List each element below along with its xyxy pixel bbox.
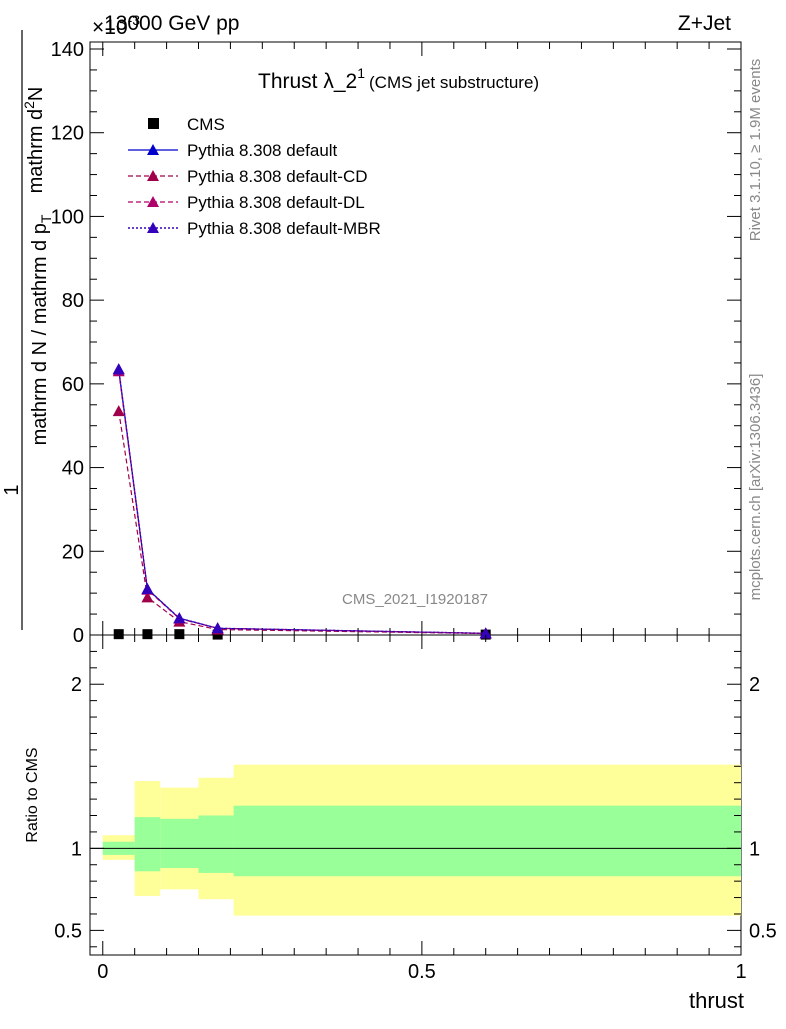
ratio-ytick-label: 2 bbox=[71, 674, 82, 696]
cms-point bbox=[174, 629, 185, 640]
series-point-4 bbox=[141, 582, 154, 594]
series-point-2 bbox=[112, 405, 125, 417]
series-point-4 bbox=[211, 622, 224, 634]
plot-title: Thrust λ_21 (CMS jet substructure) bbox=[258, 65, 539, 93]
ratio-ytick-label-right: 0.5 bbox=[749, 920, 777, 942]
main-ytick-label: 140 bbox=[51, 39, 84, 61]
series-point-4 bbox=[173, 612, 186, 624]
band-inner bbox=[160, 818, 199, 869]
cms-point bbox=[113, 629, 124, 640]
exponent-label: ×10-3 bbox=[92, 12, 140, 39]
cms-point bbox=[212, 629, 223, 640]
main-y-axis-label: 1 mathrm d N / mathrm d pT mathrm d2N bbox=[1, 30, 54, 630]
header-left: 13000 GeV pp bbox=[104, 12, 239, 35]
ylabel-num: 1 bbox=[1, 484, 23, 495]
ratio-ytick-label: 0.5 bbox=[54, 920, 82, 942]
ylabel-den: mathrm d N / mathrm d pT bbox=[29, 214, 54, 445]
legend-label: Pythia 8.308 default-DL bbox=[187, 193, 365, 212]
main-ytick-label: 80 bbox=[62, 290, 84, 312]
legend-marker bbox=[147, 170, 159, 181]
xtick-label: 1 bbox=[735, 961, 746, 983]
legend-marker bbox=[147, 196, 159, 207]
series-point-4 bbox=[112, 363, 125, 375]
band-inner bbox=[233, 805, 741, 877]
series-point-4 bbox=[479, 627, 492, 639]
legend-marker bbox=[147, 144, 159, 155]
xtick-label: 0 bbox=[97, 961, 108, 983]
x-axis-label: thrust bbox=[689, 988, 744, 1013]
legend: CMS Pythia 8.308 default Pythia 8.308 defa… bbox=[128, 115, 381, 238]
legend-marker bbox=[147, 222, 159, 233]
band-inner bbox=[134, 817, 161, 872]
ratio-ytick-label-right: 1 bbox=[749, 838, 760, 860]
series-point-2 bbox=[141, 591, 154, 603]
header-right: Z+Jet bbox=[678, 12, 731, 35]
watermark: CMS_2021_I1920187 bbox=[342, 591, 488, 608]
mcplots-label: mcplots.cern.ch [arXiv:1306.3436] bbox=[747, 374, 764, 601]
band-inner bbox=[198, 815, 234, 873]
legend-label: Pythia 8.308 default-CD bbox=[187, 167, 368, 186]
ratio-ytick-label: 1 bbox=[71, 838, 82, 860]
cms-point bbox=[142, 629, 153, 640]
main-ytick-label: 100 bbox=[51, 206, 84, 228]
ratio-ytick-label-right: 2 bbox=[749, 674, 760, 696]
rivet-label: Rivet 3.1.10, ≥ 1.9M events bbox=[747, 59, 764, 242]
main-ytick-label: 40 bbox=[62, 458, 84, 480]
main-ytick-label: 120 bbox=[51, 123, 84, 145]
xtick-label: 0.5 bbox=[408, 961, 436, 983]
main-ytick-label: 20 bbox=[62, 541, 84, 563]
legend-label: Pythia 8.308 default bbox=[187, 141, 338, 160]
ratio-y-label: Ratio to CMS bbox=[24, 747, 41, 842]
ylabel-num-expr: mathrm d2N bbox=[21, 87, 47, 194]
main-ytick-label: 0 bbox=[73, 625, 84, 647]
legend-marker-cms bbox=[148, 118, 159, 129]
legend-label: CMS bbox=[187, 115, 225, 134]
legend-label: Pythia 8.308 default-MBR bbox=[187, 219, 381, 238]
main-ytick-label: 60 bbox=[62, 374, 84, 396]
